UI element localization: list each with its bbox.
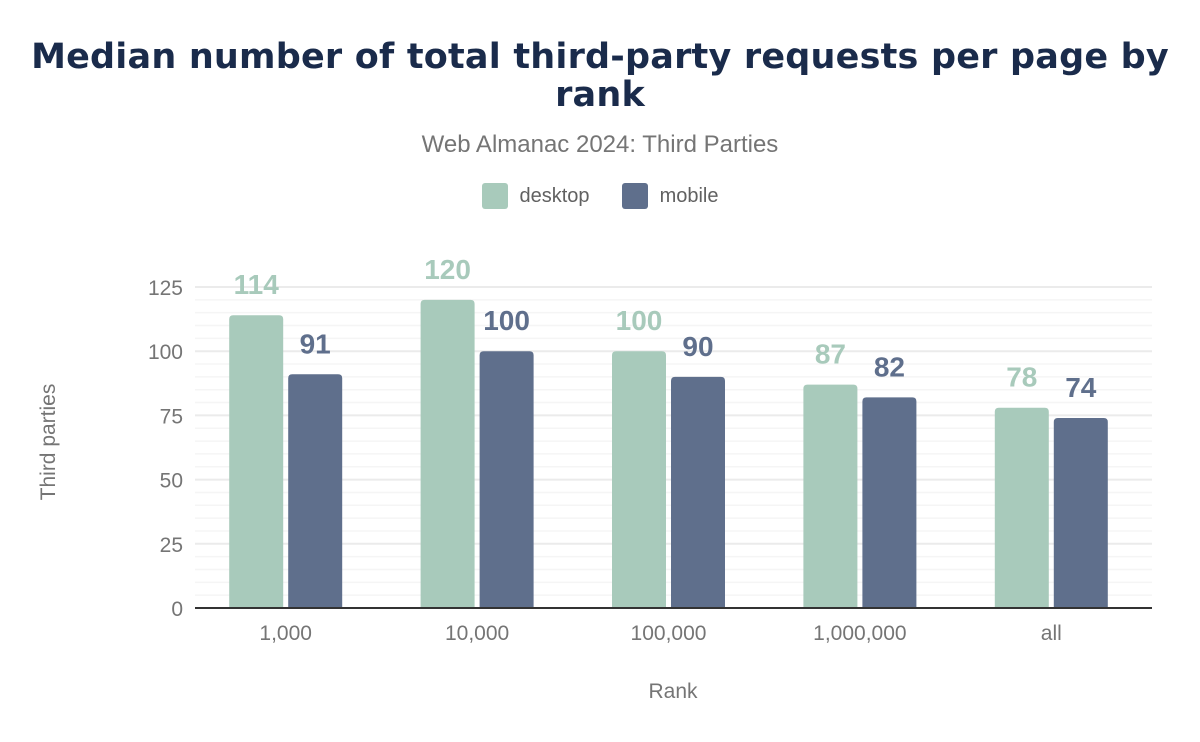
x-axis-label: Rank (648, 680, 698, 703)
bar-desktop (612, 351, 666, 608)
legend-swatch-mobile (621, 183, 648, 209)
legend-swatch-desktop (481, 183, 508, 209)
y-tick-label: 50 (160, 470, 183, 493)
x-tick-label: 10,000 (445, 622, 509, 645)
bar-mobile (288, 374, 343, 608)
bar-desktop (994, 407, 1049, 608)
chart-title: Median number of total third-party reque… (31, 37, 1169, 115)
bar-mobile (671, 376, 725, 608)
legend-item-desktop[interactable]: desktop (481, 183, 590, 209)
y-tick-label: 75 (160, 405, 183, 428)
chart-subtitle: Web Almanac 2024: Third Parties (421, 131, 779, 158)
bar-desktop (803, 384, 858, 608)
data-label-mobile: 90 (682, 331, 713, 362)
legend: desktop mobile (0, 183, 1200, 209)
x-tick-label: 1,000,000 (813, 622, 906, 645)
y-axis-label: Third parties (37, 384, 60, 501)
x-tick-label: all (1041, 622, 1062, 645)
legend-item-mobile[interactable]: mobile (621, 183, 719, 209)
legend-label-mobile: mobile (659, 184, 719, 207)
bar-mobile (862, 397, 917, 608)
bar-desktop (229, 315, 284, 608)
data-label-desktop: 78 (1006, 362, 1037, 393)
bar-desktop (420, 299, 475, 608)
data-label-desktop: 114 (234, 269, 280, 300)
y-tick-label: 0 (171, 598, 183, 621)
y-tick-label: 100 (148, 341, 183, 364)
data-label-mobile: 91 (300, 328, 331, 359)
bar-mobile (479, 351, 534, 608)
x-tick-label: 1,000 (259, 622, 312, 645)
data-label-desktop: 87 (815, 339, 846, 370)
legend-label-desktop: desktop (519, 184, 590, 207)
y-tick-label: 125 (148, 277, 183, 300)
bar-mobile (1053, 417, 1108, 608)
data-label-mobile: 82 (874, 351, 905, 382)
data-label-mobile: 74 (1065, 372, 1097, 403)
data-label-desktop: 100 (616, 305, 663, 336)
y-tick-label: 25 (160, 534, 183, 557)
data-label-desktop: 120 (424, 254, 471, 285)
x-tick-label: 100,000 (631, 622, 707, 645)
data-label-mobile: 100 (483, 305, 530, 336)
